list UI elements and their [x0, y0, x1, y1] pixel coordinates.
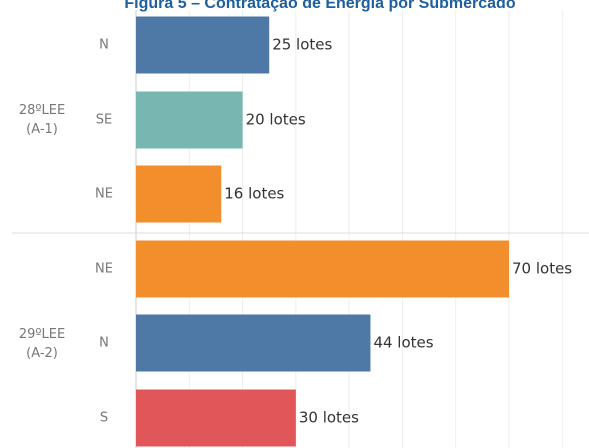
- category-label: N: [99, 336, 109, 351]
- bar: [136, 91, 243, 149]
- value-label: 20 lotes: [246, 111, 306, 129]
- category-label: N: [99, 38, 109, 53]
- value-label: 25 lotes: [272, 36, 332, 54]
- value-label: 70 lotes: [512, 260, 572, 278]
- bar: [136, 389, 296, 447]
- bar: [136, 165, 222, 223]
- category-label: SE: [96, 113, 112, 128]
- value-label: 30 lotes: [299, 409, 359, 427]
- chart-title: Figura 5 – Contratação de Energia por Su…: [124, 0, 515, 12]
- bar: [136, 240, 509, 298]
- group-label: 29ºLEE: [19, 327, 65, 342]
- bar: [136, 314, 371, 372]
- group-label: (A-2): [26, 346, 58, 361]
- value-label: 16 lotes: [224, 185, 284, 203]
- category-label: NE: [95, 187, 113, 202]
- value-label: 44 lotes: [373, 334, 433, 352]
- category-label: NE: [95, 262, 113, 277]
- category-label: S: [100, 411, 108, 426]
- group-label: (A-1): [26, 122, 58, 137]
- bar: [136, 16, 270, 74]
- group-label: 28ºLEE: [19, 103, 65, 118]
